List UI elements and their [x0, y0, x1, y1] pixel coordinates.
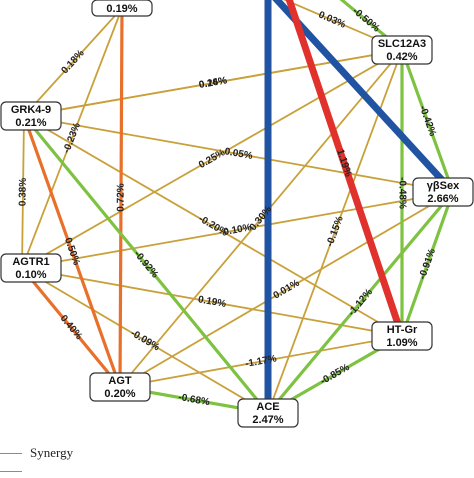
- legend-synergy-label: Synergy: [30, 445, 74, 460]
- edge-label: 0.26%: [198, 75, 228, 91]
- edge-label: 0.72%: [116, 183, 127, 212]
- node-value: 0.42%: [386, 51, 417, 63]
- node-value: 0.10%: [15, 269, 46, 281]
- edge-label: -0.92%: [132, 249, 161, 281]
- node-grk4: GRK4-90.21%: [0, 101, 62, 131]
- edge-agt-sex-independence: [119, 191, 454, 388]
- node-box: [89, 372, 151, 402]
- edge-label: -0.09%: [128, 328, 161, 354]
- edge-agtr1-ace-independence: [21, 267, 269, 414]
- edge-label: 1.19%: [334, 148, 353, 178]
- edges-layer: [20, 0, 457, 417]
- edge-top-agt-synergy: [118, 6, 124, 389]
- edge-slc12a3-agt-independence: [119, 49, 403, 388]
- edge-label: -1.17%: [244, 353, 277, 370]
- edge-label: 0.25%: [197, 147, 227, 171]
- node-htgr: HT-Gr1.09%: [371, 321, 433, 351]
- node-box: [237, 398, 299, 428]
- node-top: 0.19%: [91, 0, 153, 17]
- node-value: 2.47%: [252, 414, 283, 426]
- edge-label: -0.42%: [417, 104, 438, 138]
- edge-label: -0.68%: [177, 392, 210, 408]
- edge-top-grk4-independence: [23, 7, 123, 117]
- edge-label: 0.14%: [198, 75, 228, 91]
- edge-grk4-agtr1-independence: [21, 115, 25, 269]
- node-value: 0.21%: [15, 117, 46, 129]
- edge-label: 0.50%: [62, 236, 82, 267]
- legend-synergy-swatch: [0, 452, 22, 454]
- edge-label: -0.91%: [417, 247, 438, 281]
- legend-partial-swatch: [0, 470, 22, 472]
- edge-agtr1-agt-synergy: [20, 266, 122, 389]
- edge-label: -0.15%: [324, 215, 345, 249]
- edge-label: -0.23%: [61, 121, 83, 155]
- edge-grk4-agt-synergy: [22, 114, 122, 389]
- edge-grk4-slc12a3-independence: [23, 49, 403, 117]
- edge-label: 0.38%: [17, 178, 28, 207]
- edge-label: 0.18%: [60, 48, 87, 76]
- edge-label: 0.40%: [58, 313, 85, 342]
- node-name: ACE: [256, 401, 279, 413]
- node-box: [91, 0, 153, 17]
- edge-label: 0.03%: [317, 9, 347, 30]
- node-name: HT-Gr: [387, 324, 418, 336]
- node-name: SLC12A3: [378, 38, 426, 50]
- edge-agt-htgr-independence: [119, 335, 403, 388]
- legend: Synergy: [0, 440, 200, 474]
- edge-grk4-ace-redundancy: [22, 114, 270, 415]
- node-value: 0.19%: [106, 3, 137, 15]
- legend-item-synergy: Synergy: [0, 445, 74, 460]
- node-box: [0, 101, 62, 131]
- node-value: 1.09%: [386, 337, 417, 349]
- node-name: AGTR1: [12, 256, 49, 268]
- edge-htgr-sex-redundancy: [400, 190, 455, 338]
- edge-agtr1-htgr-independence: [21, 267, 403, 337]
- node-value: 0.20%: [104, 388, 135, 400]
- node-name: γβSex: [427, 180, 460, 192]
- node-name: AGT: [108, 375, 132, 387]
- node-value: 2.66%: [427, 193, 458, 205]
- edge-label: 0.01%: [272, 278, 302, 302]
- edge-label: 0.10%: [223, 222, 253, 238]
- legend-item-partial: [0, 464, 30, 478]
- edge-ace-sex-redundancy: [266, 190, 455, 415]
- node-box: [371, 35, 433, 65]
- edge-grk4-sex-independence: [23, 115, 454, 193]
- edge-grk4-htgr-independence: [23, 115, 403, 337]
- node-box: [371, 321, 433, 351]
- node-name: GRK4-9: [11, 104, 51, 116]
- edge-top-htgr-strong_synergy: [285, 0, 406, 340]
- edge-slc12a3-agtr1-independence: [21, 49, 403, 269]
- edge-slc12a3-sex-redundancy: [400, 48, 455, 194]
- edge-top-agtr1-independence: [21, 7, 123, 269]
- edge-label: -0.48%: [396, 177, 407, 209]
- edge-label: -0.85%: [319, 362, 352, 387]
- edge-label: 0.05%: [224, 146, 254, 162]
- edge-label: -1.12%: [346, 287, 375, 318]
- node-box: [0, 253, 62, 283]
- node-box: [412, 177, 474, 207]
- edge-agtr1-sex-independence: [21, 191, 454, 269]
- edge-label: 0.19%: [197, 294, 227, 310]
